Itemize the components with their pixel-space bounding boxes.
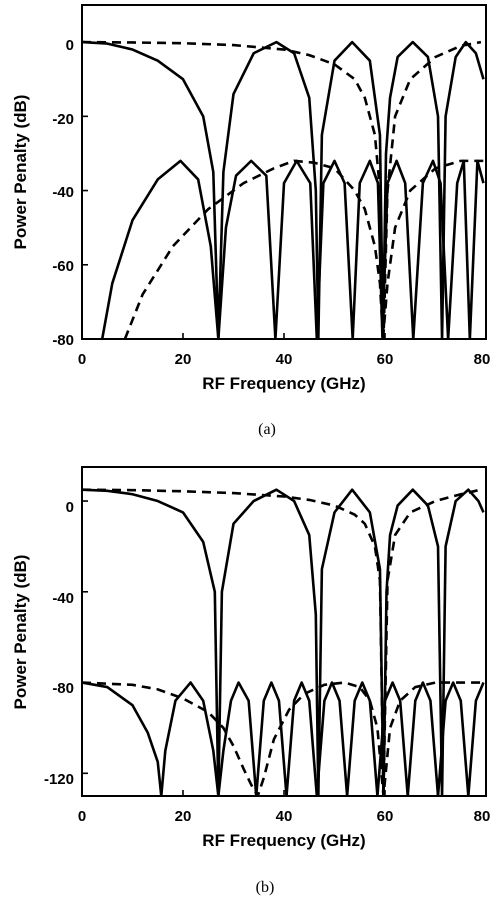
- x-tick-label: 40: [276, 351, 293, 368]
- y-tick-label: 0: [66, 499, 74, 516]
- solid-series-line-1: [82, 488, 485, 796]
- x-tick-label: 80: [474, 351, 491, 368]
- x-tick-label: 80: [474, 808, 491, 825]
- panel-caption-a: (a): [258, 421, 276, 438]
- solid-series-line-2: [82, 681, 485, 796]
- x-axis-title: RF Frequency (GHz): [202, 831, 365, 850]
- plot-frame-b: [81, 466, 487, 797]
- dashed-series-line-4: [82, 681, 484, 796]
- y-axis-title: Power Penalty (dB): [11, 95, 30, 250]
- y-tick-label: 0: [66, 37, 74, 54]
- y-tick-label: -120: [44, 771, 74, 788]
- dashed-series-line-4: [123, 159, 484, 339]
- chart-panel-b: 0 20 40 60 80 0 -40 -80 -120 RF Frequenc…: [11, 466, 491, 896]
- x-tick-label: 60: [377, 808, 394, 825]
- x-tick-label: 20: [175, 808, 192, 825]
- series-layer-b: [82, 488, 485, 796]
- y-axis-title: Power Penalty (dB): [11, 555, 30, 710]
- series-layer-a: [82, 40, 485, 339]
- x-tick-label: 40: [276, 808, 293, 825]
- x-tick-label: 0: [78, 808, 86, 825]
- panel-caption-b: (b): [256, 879, 275, 896]
- y-tick-label: -20: [52, 111, 74, 128]
- x-tick-label: 20: [175, 351, 192, 368]
- solid-series-line-2: [100, 159, 485, 339]
- y-tick-label: -80: [52, 332, 74, 349]
- y-tick-label: -80: [52, 680, 74, 697]
- y-tick-label: -60: [52, 258, 74, 275]
- y-tick-label: -40: [52, 590, 74, 607]
- x-tick-label: 0: [78, 351, 86, 368]
- y-tick-label: -40: [52, 184, 74, 201]
- x-tick-label: 60: [377, 351, 394, 368]
- ticks-layer-a: [81, 41, 487, 340]
- x-axis-title: RF Frequency (GHz): [202, 374, 365, 393]
- solid-series-line-1: [82, 40, 485, 339]
- ticks-layer-b: [81, 500, 487, 796]
- chart-panel-a: 0 20 40 60 80 0 -20 -40 -60 -80 RF Frequ…: [11, 4, 491, 438]
- dashed-series-line-3: [82, 40, 482, 339]
- dashed-series-line-3: [82, 488, 482, 796]
